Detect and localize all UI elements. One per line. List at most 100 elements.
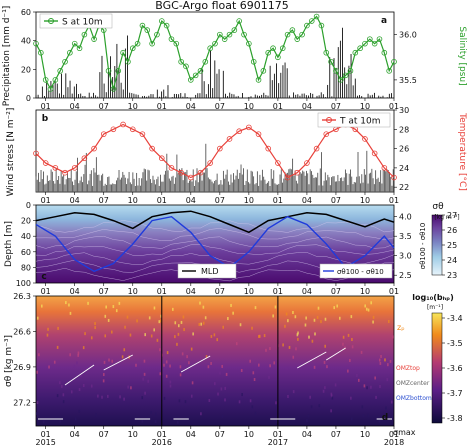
y-tick-label-right: 26 [399, 145, 409, 154]
salinity-point [207, 45, 213, 52]
salinity-point [81, 31, 88, 38]
backscatter-cell [330, 392, 333, 396]
y-tick-label-left: 26.6 [13, 327, 31, 336]
backscatter-cell [184, 400, 187, 404]
backscatter-cell [118, 301, 121, 305]
panel-b-ylabel-right: Temperature [°C] [457, 112, 467, 191]
backscatter-cell [68, 303, 70, 307]
x-tick-label: 04 [70, 196, 80, 205]
panel-d-colorbar-label: log₁₀(bₕₚ) [412, 293, 454, 302]
temperature-point [129, 126, 136, 133]
backscatter-cell [150, 334, 153, 338]
salinity-point [47, 86, 54, 92]
backscatter-cell [102, 379, 105, 383]
salinity-point [386, 68, 392, 74]
backscatter-cell [258, 363, 260, 367]
temperature-point [188, 174, 194, 181]
salinity-point [120, 49, 126, 56]
backscatter-cell [253, 378, 256, 382]
backscatter-cell [276, 419, 278, 423]
colorbar-tick-label: 27 [447, 211, 457, 220]
backscatter-cell [144, 391, 146, 395]
y-tick-label-right: 2.5 [399, 271, 412, 280]
backscatter-cell [69, 311, 72, 315]
y-tick-label-right: 24 [399, 164, 409, 173]
backscatter-cell [179, 365, 182, 369]
backscatter-cell [224, 386, 227, 390]
panel-a-label: a [381, 16, 387, 26]
backscatter-cell [351, 337, 353, 341]
backscatter-cell [73, 364, 76, 368]
backscatter-cell [265, 348, 267, 352]
colorbar-tick-label: -3.6 [447, 364, 463, 373]
temperature-point [100, 131, 107, 137]
backscatter-cell [169, 380, 172, 384]
feature-arrow [103, 354, 133, 371]
colorbar-tick-label: -3.5 [447, 339, 463, 348]
salinity-point [294, 36, 301, 42]
annotation-omz-top: OMZtop [396, 365, 420, 372]
backscatter-cell [361, 405, 364, 409]
panel-a-legend-marker [48, 18, 54, 24]
backscatter-cell [115, 309, 118, 313]
salinity-point [260, 68, 267, 74]
backscatter-cell [378, 358, 381, 362]
temperature-point [323, 131, 330, 137]
backscatter-cell [362, 414, 365, 418]
backscatter-cell [230, 303, 232, 307]
backscatter-cell [311, 339, 314, 343]
salinity-point [265, 49, 272, 56]
backscatter-cell [357, 378, 360, 382]
backscatter-cell [347, 333, 350, 337]
salinity-point [304, 22, 310, 29]
backscatter-cell [350, 315, 353, 319]
temperature-point [246, 124, 252, 131]
backscatter-cell [288, 345, 291, 349]
feature-arrow [297, 351, 327, 369]
x-tick-label: 07 [331, 430, 341, 439]
backscatter-cell [241, 393, 243, 397]
backscatter-cell [148, 316, 151, 320]
backscatter-cell [198, 322, 201, 326]
backscatter-cell [258, 334, 261, 338]
backscatter-cell [309, 395, 311, 399]
backscatter-cell [188, 361, 190, 365]
y-tick-label-left: 60 [21, 8, 31, 17]
backscatter-cell [378, 419, 381, 423]
backscatter-cell [94, 326, 96, 330]
backscatter-cell [349, 358, 351, 362]
backscatter-cell [336, 304, 339, 308]
backscatter-cell [306, 419, 308, 423]
backscatter-cell [387, 319, 390, 323]
panel-b-label: b [42, 114, 49, 124]
x-tick-label: 10 [360, 287, 370, 296]
backscatter-cell [305, 316, 307, 320]
salinity-point [62, 58, 68, 65]
temperature-point [149, 145, 155, 152]
x-tick-label: 10 [244, 102, 254, 111]
salinity-point [158, 18, 165, 24]
x-tick-label: 01 [389, 102, 399, 111]
salinity-point [217, 31, 223, 38]
backscatter-cell [313, 318, 316, 322]
salinity-point [347, 68, 354, 74]
temperature-point [158, 155, 165, 162]
y-tick-label-left: 100 [16, 279, 31, 288]
backscatter-cell [169, 364, 171, 368]
x-year-label: 2016 [152, 438, 172, 447]
backscatter-cell [364, 304, 366, 308]
x-year-label: 2015 [35, 438, 55, 447]
backscatter-cell [268, 375, 270, 379]
backscatter-cell [101, 395, 103, 399]
backscatter-cell [350, 417, 353, 421]
backscatter-cell [136, 319, 138, 323]
backscatter-cell [107, 318, 110, 322]
salinity-point [299, 31, 305, 38]
panel-c-legend-diff-box [319, 263, 393, 279]
panel-d-colorbar [431, 312, 443, 424]
backscatter-cell [240, 368, 243, 372]
salinity-point [125, 58, 131, 65]
isopycnal-line [35, 220, 395, 233]
panel-d-marks: 26.3 26.6 26.9 27.2 -3.4 -3.5 -3.6 -3.7 -3.8 [13, 292, 463, 426]
backscatter-cell [59, 419, 62, 423]
